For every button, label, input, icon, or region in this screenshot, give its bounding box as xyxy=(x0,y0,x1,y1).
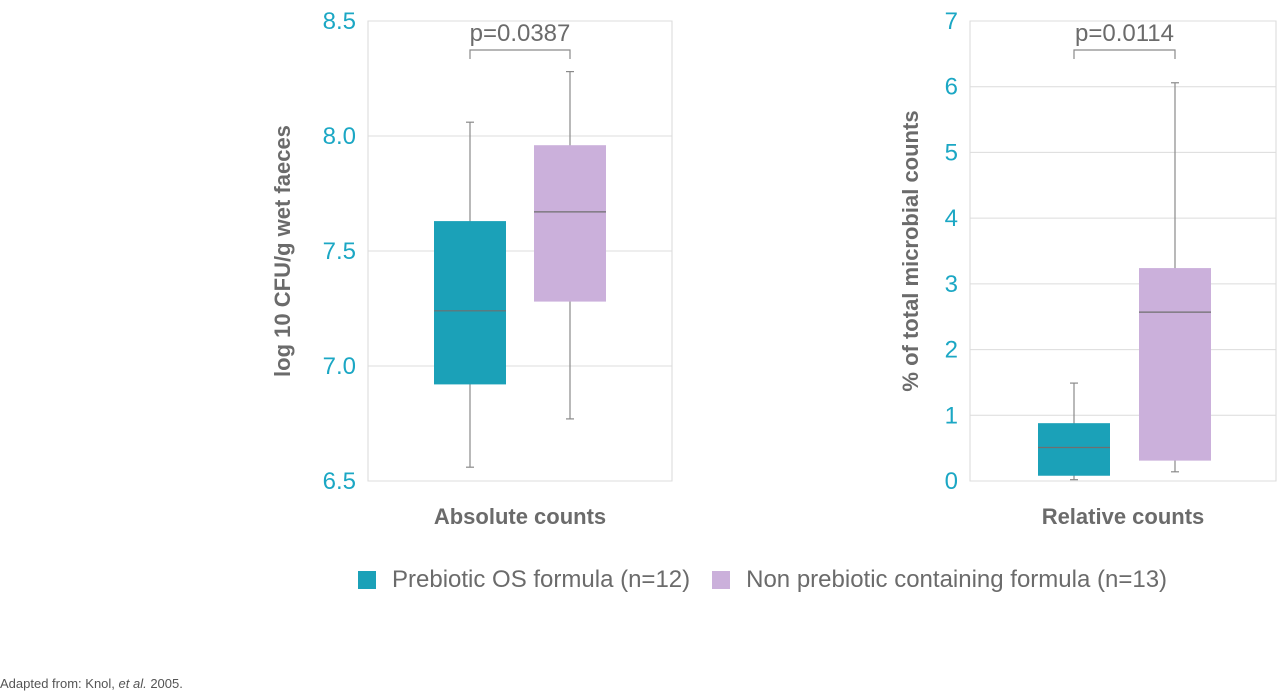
source-caption: Adapted from: Knol, et al. 2005. xyxy=(0,676,183,691)
box xyxy=(434,221,506,385)
caption-suffix: 2005. xyxy=(146,676,183,691)
legend-item-non-prebiotic: Non prebiotic containing formula (n=13) xyxy=(712,566,1167,594)
y-tick-label: 0 xyxy=(945,468,958,495)
box xyxy=(1139,268,1211,461)
legend: Prebiotic OS formula (n=12) Non prebioti… xyxy=(358,566,1189,594)
y-tick-label: 7 xyxy=(945,8,958,35)
y-tick-label: 7.0 xyxy=(323,353,356,380)
legend-label-prebiotic: Prebiotic OS formula (n=12) xyxy=(392,566,691,593)
y-tick-label: 6 xyxy=(945,74,958,101)
x-axis-label: Absolute counts xyxy=(434,504,606,529)
plot-frame xyxy=(969,20,1277,482)
y-axis-label: % of total microbial counts xyxy=(898,110,923,391)
legend-item-prebiotic: Prebiotic OS formula (n=12) xyxy=(358,566,690,594)
significance-bracket xyxy=(469,49,571,59)
caption-italic: et al. xyxy=(118,676,147,691)
x-axis-label: Relative counts xyxy=(1042,504,1205,529)
y-tick-label: 6.5 xyxy=(323,468,356,495)
box xyxy=(534,145,606,302)
p-value-label: p=0.0387 xyxy=(470,20,571,47)
y-tick-label: 7.5 xyxy=(323,238,356,265)
legend-swatch-prebiotic xyxy=(358,571,376,589)
y-tick-label: 4 xyxy=(945,205,958,232)
y-axis-label: log 10 CFU/g wet faeces xyxy=(270,125,295,377)
y-tick-label: 1 xyxy=(945,402,958,429)
y-tick-label: 3 xyxy=(945,271,958,298)
legend-label-non-prebiotic: Non prebiotic containing formula (n=13) xyxy=(746,566,1168,593)
y-tick-label: 5 xyxy=(945,139,958,166)
figure: 6.5 7.0 7.5 8.0 8.5 log 10 CFU/g wet faeces Ab… xyxy=(270,8,1277,529)
p-value-label: p=0.0114 xyxy=(1075,20,1174,47)
y-tick-label: 8.5 xyxy=(323,8,356,35)
significance-bracket xyxy=(1073,49,1176,59)
y-tick-label: 8.0 xyxy=(323,123,356,150)
legend-swatch-non-prebiotic xyxy=(712,571,731,589)
box xyxy=(1038,423,1110,476)
caption-prefix: Adapted from: Knol, xyxy=(0,676,119,691)
y-tick-label: 2 xyxy=(945,337,958,364)
